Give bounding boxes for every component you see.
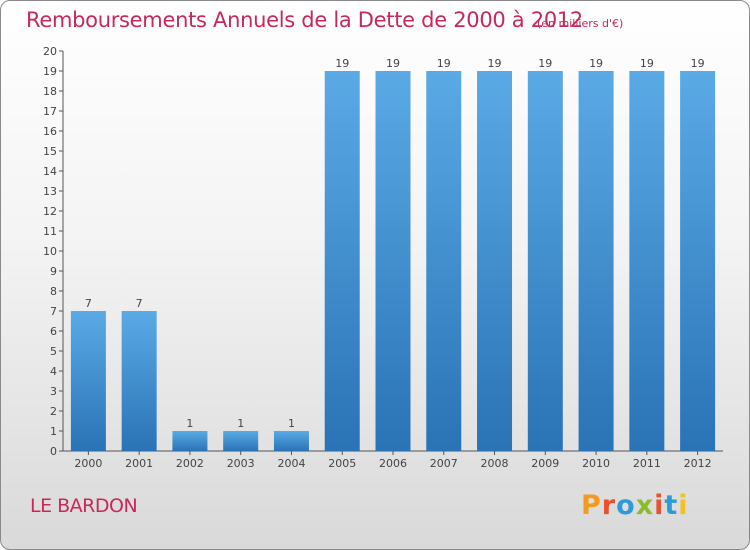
y-tick-label: 5 — [50, 345, 57, 358]
y-tick-label: 14 — [43, 165, 57, 178]
data-label: 19 — [437, 57, 451, 70]
logo-letter: i — [678, 490, 689, 521]
x-tick-label: 2006 — [379, 457, 407, 470]
y-tick-label: 2 — [50, 405, 57, 418]
y-tick-label: 11 — [43, 225, 57, 238]
y-tick-label: 20 — [43, 45, 57, 58]
data-label: 7 — [136, 297, 143, 310]
chart-unit-label: (en milliers d'€) — [537, 17, 624, 30]
x-tick-label: 2005 — [328, 457, 356, 470]
logo-letter: i — [654, 490, 665, 521]
data-label: 19 — [488, 57, 502, 70]
x-tick-label: 2000 — [74, 457, 102, 470]
bar — [477, 71, 513, 451]
x-tick-label: 2007 — [430, 457, 458, 470]
bar — [70, 311, 106, 451]
bar — [426, 71, 462, 451]
y-tick-label: 1 — [50, 425, 57, 438]
chart-data-labels: 7 7 1 1 1 19 19 19 19 19 19 19 19 — [85, 57, 705, 430]
data-label: 1 — [288, 417, 295, 430]
bar — [375, 71, 411, 451]
bar — [172, 431, 208, 451]
bar — [527, 71, 563, 451]
x-tick-label: 2009 — [531, 457, 559, 470]
bar — [629, 71, 665, 451]
x-tick-label: 2004 — [277, 457, 305, 470]
y-tick-label: 4 — [50, 365, 57, 378]
data-label: 1 — [186, 417, 193, 430]
bar — [223, 431, 259, 451]
y-tick-label: 3 — [50, 385, 57, 398]
y-tick-label: 18 — [43, 85, 57, 98]
bar — [680, 71, 716, 451]
logo-letter: o — [616, 490, 636, 521]
x-tick-label: 2002 — [176, 457, 204, 470]
y-tick-label: 10 — [43, 245, 57, 258]
data-label: 19 — [589, 57, 603, 70]
data-label: 19 — [386, 57, 400, 70]
y-tick-label: 16 — [43, 125, 57, 138]
y-tick-label: 12 — [43, 205, 57, 218]
bar — [273, 431, 309, 451]
proxiti-logo: Proxiti — [581, 490, 689, 521]
x-tick-label: 2010 — [582, 457, 610, 470]
x-tick-label: 2008 — [481, 457, 509, 470]
bar — [324, 71, 360, 451]
y-tick-label: 19 — [43, 65, 57, 78]
logo-letter: x — [635, 490, 655, 521]
y-tick-label: 15 — [43, 145, 57, 158]
data-label: 19 — [640, 57, 654, 70]
data-label: 19 — [335, 57, 349, 70]
logo-letter: t — [664, 490, 679, 521]
y-tick-label: 8 — [50, 285, 57, 298]
y-tick-label: 7 — [50, 305, 57, 318]
y-tick-label: 17 — [43, 105, 57, 118]
x-tick-label: 2001 — [125, 457, 153, 470]
data-label: 7 — [85, 297, 92, 310]
chart-bars — [70, 71, 716, 451]
x-tick-label: 2012 — [684, 457, 712, 470]
logo-letter: P — [581, 490, 602, 521]
y-tick-label: 6 — [50, 325, 57, 338]
x-tick-label: 2003 — [227, 457, 255, 470]
data-label: 19 — [691, 57, 705, 70]
data-label: 19 — [538, 57, 552, 70]
data-label: 1 — [237, 417, 244, 430]
chart-title: Remboursements Annuels de la Dette de 20… — [26, 8, 583, 32]
x-tick-label: 2011 — [633, 457, 661, 470]
bar — [578, 71, 614, 451]
y-tick-label: 13 — [43, 185, 57, 198]
bar — [121, 311, 157, 451]
commune-name: LE BARDON — [30, 495, 138, 517]
logo-letter: r — [601, 490, 617, 521]
y-tick-label: 0 — [50, 445, 57, 458]
y-tick-label: 9 — [50, 265, 57, 278]
